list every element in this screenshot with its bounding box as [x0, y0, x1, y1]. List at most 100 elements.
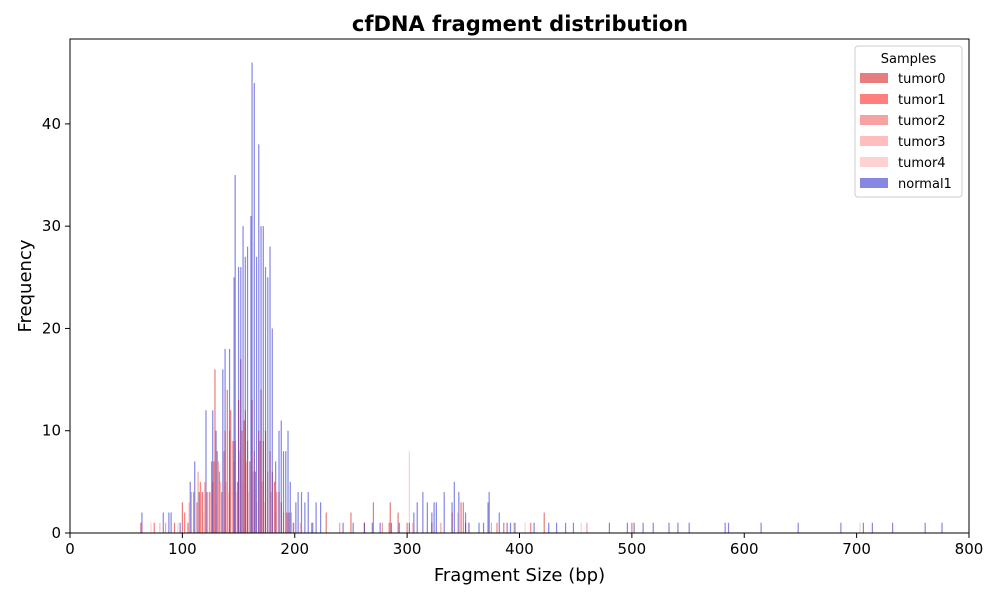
bar-normal1: [862, 522, 864, 533]
y-axis-label: Frequency: [15, 239, 36, 332]
bars-layer: [140, 62, 943, 534]
bar-tumor2: [204, 481, 206, 533]
bar-tumor4: [248, 492, 250, 533]
y-tick-label: 30: [42, 217, 61, 235]
bar-normal1: [269, 246, 271, 533]
bar-tumor2: [197, 471, 199, 533]
bar-normal1: [924, 522, 926, 533]
bar-tumor4: [408, 451, 410, 533]
bar-normal1: [871, 522, 873, 533]
bar-tumor0: [187, 522, 189, 533]
bar-normal1: [652, 522, 654, 533]
bar-tumor3: [239, 451, 241, 533]
bar-tumor2: [259, 440, 261, 533]
chart-title: cfDNA fragment distribution: [352, 12, 688, 36]
x-tick-label: 0: [65, 540, 75, 558]
bar-normal1: [451, 502, 453, 533]
bar-normal1: [453, 481, 455, 533]
bar-normal1: [342, 522, 344, 533]
bar-normal1: [194, 461, 196, 533]
bar-normal1: [572, 522, 575, 533]
x-tick-label: 800: [955, 540, 984, 558]
bar-tumor0: [181, 502, 183, 533]
bar-normal1: [633, 522, 635, 533]
bar-normal1: [280, 420, 282, 533]
bar-normal1: [264, 267, 267, 533]
bar-tumor0: [406, 522, 408, 533]
bar-tumor3: [209, 492, 212, 533]
bar-normal1: [168, 512, 170, 533]
bar-tumor4: [227, 492, 230, 533]
bar-normal1: [253, 82, 255, 533]
bar-normal1: [304, 502, 306, 533]
legend-swatch-tumor0: [860, 73, 888, 83]
bar-tumor0: [202, 492, 204, 533]
bar-normal1: [413, 512, 415, 533]
axes: 0 100 200 300 400 500 600 700 800 0 10 20 30 40: [42, 38, 984, 558]
bar-normal1: [390, 522, 392, 533]
bar-tumor2: [190, 492, 192, 533]
y-tick-label: 0: [51, 524, 61, 542]
bar-tumor1: [286, 512, 288, 533]
bar-tumor0: [389, 502, 391, 533]
bar-tumor3: [245, 461, 248, 533]
bar-tumor4: [580, 522, 582, 533]
bar-normal1: [262, 226, 264, 534]
bar-tumor3: [188, 502, 190, 533]
bar-tumor0: [503, 522, 505, 533]
bar-tumor1: [230, 410, 232, 533]
bar-tumor0: [243, 420, 245, 533]
bar-tumor0: [325, 512, 327, 533]
bar-tumor1: [213, 461, 215, 533]
bar-normal1: [478, 522, 480, 533]
bar-tumor3: [261, 481, 263, 533]
bar-normal1: [941, 522, 943, 533]
bar-tumor3: [219, 481, 222, 533]
bar-tumor0: [173, 522, 176, 533]
legend-title: Samples: [881, 52, 937, 67]
y-tick-label: 40: [42, 115, 61, 133]
bar-tumor4: [859, 522, 861, 533]
bar-normal1: [271, 328, 273, 533]
bar-tumor2: [586, 522, 588, 533]
bar-normal1: [250, 215, 252, 533]
bar-tumor0: [372, 502, 375, 533]
bar-normal1: [295, 502, 297, 533]
series-normal1: [141, 62, 943, 534]
legend-label-normal1: normal1: [898, 177, 952, 192]
bar-normal1: [237, 267, 240, 533]
bar-tumor1: [208, 492, 210, 533]
bar-tumor4: [524, 522, 526, 533]
bar-normal1: [668, 522, 670, 533]
bar-normal1: [141, 512, 143, 533]
bar-normal1: [363, 522, 366, 533]
legend-swatch-tumor4: [860, 157, 888, 167]
bar-tumor1: [199, 481, 201, 533]
bar-normal1: [688, 522, 690, 533]
bar-tumor0: [631, 522, 633, 533]
bar-tumor2: [490, 522, 493, 533]
bar-normal1: [315, 502, 317, 533]
bar-tumor4: [177, 522, 179, 533]
bar-tumor0: [462, 502, 464, 533]
bar-normal1: [162, 512, 164, 533]
bar-normal1: [724, 522, 726, 533]
bar-normal1: [297, 492, 299, 533]
bar-normal1: [468, 522, 470, 533]
bar-normal1: [278, 430, 280, 533]
bar-normal1: [416, 502, 418, 533]
bar-tumor0: [214, 369, 216, 533]
bar-tumor2: [276, 492, 278, 533]
bar-tumor1: [496, 522, 498, 533]
bar-tumor1: [530, 522, 532, 533]
bar-normal1: [564, 522, 567, 533]
x-tick-label: 100: [168, 540, 197, 558]
bar-tumor3: [159, 522, 161, 533]
bar-normal1: [312, 522, 314, 533]
bar-normal1: [498, 512, 500, 533]
bar-normal1: [379, 522, 381, 533]
bar-tumor3: [412, 522, 414, 533]
bar-normal1: [189, 481, 191, 533]
bar-normal1: [251, 62, 253, 534]
legend-label-tumor2: tumor2: [898, 114, 946, 129]
